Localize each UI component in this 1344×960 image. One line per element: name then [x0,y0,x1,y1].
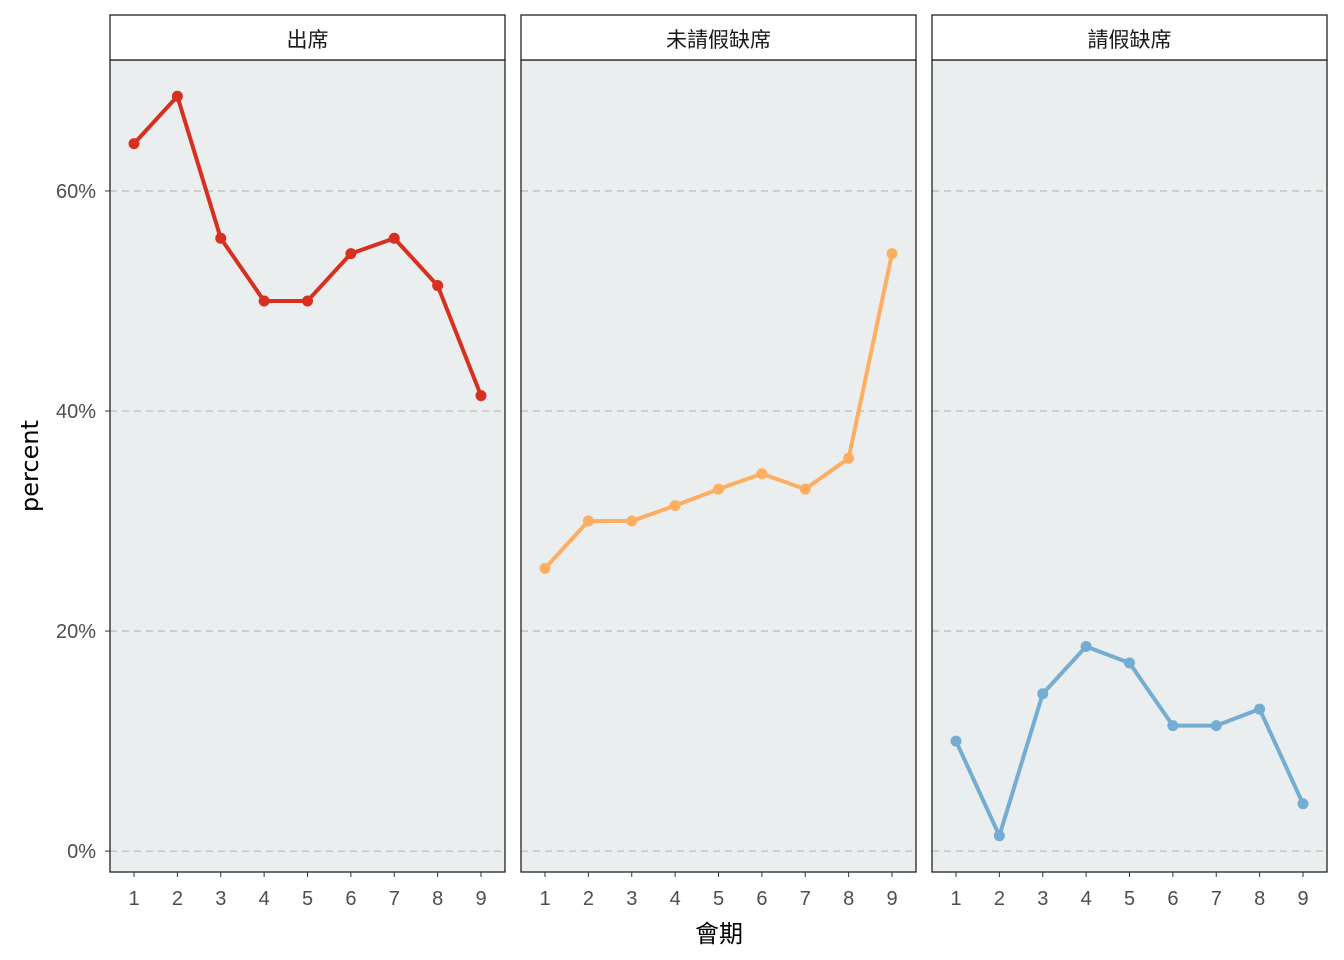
x-tick-label: 4 [259,888,270,910]
data-point [799,483,811,495]
data-point [950,735,962,747]
data-point [432,280,444,292]
data-point [1037,688,1049,700]
x-tick-label: 8 [432,888,443,910]
facet-strip-label: 請假缺席 [1088,28,1172,52]
x-tick-label: 5 [302,888,313,910]
x-tick-label: 3 [215,888,226,910]
y-tick-label: 20% [56,621,96,643]
x-tick-label: 5 [713,888,724,910]
data-point [171,90,183,102]
data-point [1297,798,1309,810]
y-tick-label: 40% [56,401,96,423]
x-tick-label: 1 [539,888,550,910]
data-point [886,248,898,260]
facet-strip [520,14,917,61]
x-tick-label: 2 [172,888,183,910]
y-tick-label: 60% [56,181,96,203]
data-point [475,390,487,402]
x-tick-label: 8 [843,888,854,910]
data-point [1124,657,1135,669]
x-tick-label: 8 [1254,888,1265,910]
y-axis: 0% 20% 40% 60% [56,181,110,863]
x-tick-label: 1 [128,888,139,910]
facet-panel: 請假缺席 1 2 3 4 5 6 7 8 9 [931,14,1328,910]
data-point [539,562,551,574]
x-tick-label: 6 [1167,888,1178,910]
x-tick-label: 2 [994,888,1005,910]
facet-strip-label: 出席 [287,28,329,52]
x-tick-label: 1 [950,888,961,910]
data-point [993,830,1005,842]
facet-strip [931,14,1328,61]
x-tick-label: 7 [800,888,811,910]
facet-strip-label: 未請假缺席 [666,28,771,52]
data-point [1210,720,1222,732]
x-tick-label: 9 [886,888,897,910]
panel-background [110,60,505,872]
facet-panel: 出席 1 2 3 4 5 6 7 8 9 [109,14,506,910]
data-point [302,295,313,307]
data-point [1167,720,1179,732]
x-tick-label: 2 [583,888,594,910]
facet-panel: 未請假缺席 1 2 3 4 5 6 7 8 9 [520,14,917,910]
x-tick-label: 9 [1297,888,1308,910]
y-axis-title: percent [16,420,44,512]
x-tick-label: 7 [389,888,400,910]
x-tick-label: 3 [1037,888,1048,910]
data-point [713,483,724,495]
panel-background [521,60,916,872]
data-point [669,500,681,512]
data-point [756,468,768,480]
data-point [582,515,594,527]
x-tick-label: 6 [345,888,356,910]
data-point [1080,640,1092,652]
x-tick-label: 6 [756,888,767,910]
data-point [258,295,270,307]
x-tick-label: 4 [670,888,681,910]
y-tick-label: 0% [67,841,96,863]
x-tick-label: 3 [626,888,637,910]
x-tick-label: 5 [1124,888,1135,910]
data-point [128,138,140,150]
data-point [843,452,855,464]
data-point [215,232,227,244]
x-tick-label: 4 [1081,888,1092,910]
panel-background [932,60,1327,872]
x-axis-title: 會期 [695,920,743,948]
facet-strip [109,14,506,61]
data-point [345,248,357,260]
x-tick-label: 7 [1211,888,1222,910]
data-point [388,232,400,244]
x-tick-label: 9 [475,888,486,910]
panels: 出席 1 2 3 4 5 6 7 8 9 未請假缺席 1 2 3 4 5 6 7 8 9 請假缺席 1 2 3 4 5 6 7 8 9 [109,14,1328,910]
data-point [626,515,638,527]
data-point [1254,703,1266,715]
